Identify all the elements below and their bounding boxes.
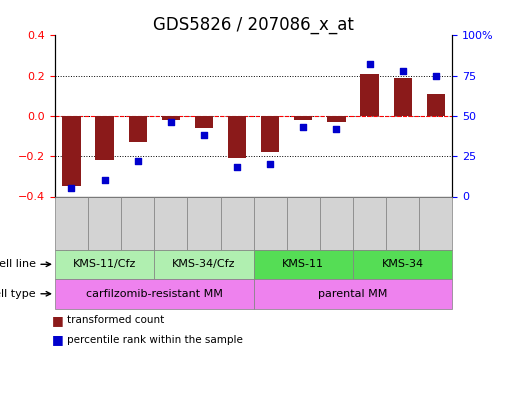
Point [431,72,440,79]
Text: parental MM: parental MM [319,289,388,299]
Point [167,119,175,125]
Point [100,177,109,184]
Text: transformed count: transformed count [67,315,164,325]
Bar [327,116,346,122]
Point [200,132,208,138]
Text: percentile rank within the sample: percentile rank within the sample [67,335,243,345]
Point [366,61,374,68]
Text: KMS-34: KMS-34 [382,259,424,269]
Text: ■: ■ [52,333,64,347]
Bar [261,116,279,152]
Text: KMS-11/Cfz: KMS-11/Cfz [73,259,137,269]
Bar [96,116,113,160]
Bar [62,116,81,186]
Text: cell type: cell type [0,289,36,299]
Bar [129,116,147,142]
Point [266,161,275,167]
Bar [394,78,412,116]
Point [332,126,340,132]
Point [399,68,407,74]
Title: GDS5826 / 207086_x_at: GDS5826 / 207086_x_at [153,16,354,34]
Text: carfilzomib-resistant MM: carfilzomib-resistant MM [86,289,223,299]
Bar [162,116,180,120]
Text: KMS-11: KMS-11 [282,259,324,269]
Point [233,164,241,171]
Point [133,158,142,164]
Point [67,185,76,191]
Bar [228,116,246,158]
Bar [360,73,379,116]
Text: KMS-34/Cfz: KMS-34/Cfz [172,259,236,269]
Bar [294,116,312,120]
Point [299,124,308,130]
Text: ■: ■ [52,314,64,327]
Text: cell line: cell line [0,259,36,269]
Bar [195,116,213,128]
Bar [427,94,445,116]
